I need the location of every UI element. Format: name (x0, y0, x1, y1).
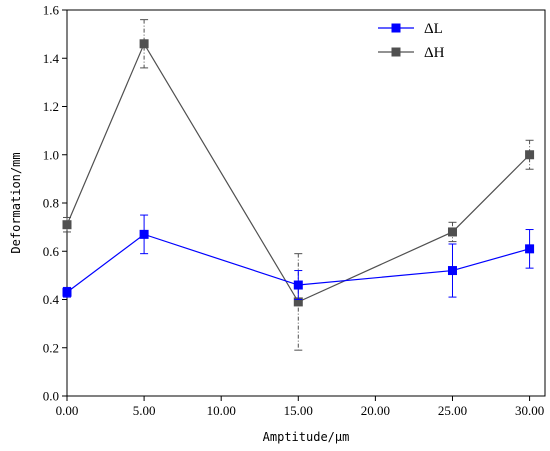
data-point (525, 244, 535, 254)
y-tick-label: 0.0 (43, 389, 59, 404)
data-point (139, 229, 149, 239)
x-tick-label: 0.00 (56, 403, 79, 418)
data-point (62, 287, 72, 297)
y-tick-label: 0.2 (43, 340, 59, 355)
y-tick-label: 1.2 (43, 99, 59, 114)
x-tick-label: 5.00 (133, 403, 156, 418)
data-point (293, 297, 303, 307)
series-delta-h (62, 19, 535, 351)
data-point (139, 39, 149, 49)
x-tick-label: 20.00 (361, 403, 390, 418)
legend-item: ΔL (378, 21, 443, 37)
y-tick-label: 0.4 (43, 292, 60, 307)
axis-ticks: 0.00 5.00 10.00 15.00 20.00 25.00 30.00 0.0 0.2 0… (43, 3, 544, 419)
x-tick-label: 25.00 (438, 403, 467, 418)
series-layer (62, 19, 535, 351)
legend-label: ΔL (424, 21, 443, 37)
plot-frame (66, 9, 546, 397)
legend-marker (391, 47, 401, 57)
data-point (447, 227, 457, 237)
legend: ΔL ΔH (378, 21, 445, 61)
x-axis-title: Amptitude/μm (263, 430, 350, 444)
y-tick-label: 1.6 (43, 3, 60, 18)
x-tick-label: 10.00 (207, 403, 236, 418)
data-point (62, 220, 72, 230)
data-point (447, 266, 457, 276)
y-tick-label: 1.0 (43, 147, 59, 162)
data-point (293, 280, 303, 290)
legend-label: ΔH (424, 45, 445, 61)
x-tick-label: 15.00 (284, 403, 313, 418)
series-delta-l (62, 214, 535, 300)
x-tick-label: 30.00 (515, 403, 544, 418)
legend-marker (391, 23, 401, 33)
y-axis-title: Deformation/mm (9, 152, 23, 253)
y-tick-label: 0.8 (43, 196, 59, 211)
y-tick-label: 1.4 (43, 51, 60, 66)
legend-item: ΔH (378, 45, 445, 61)
y-tick-label: 0.6 (43, 244, 60, 259)
data-point (525, 150, 535, 160)
